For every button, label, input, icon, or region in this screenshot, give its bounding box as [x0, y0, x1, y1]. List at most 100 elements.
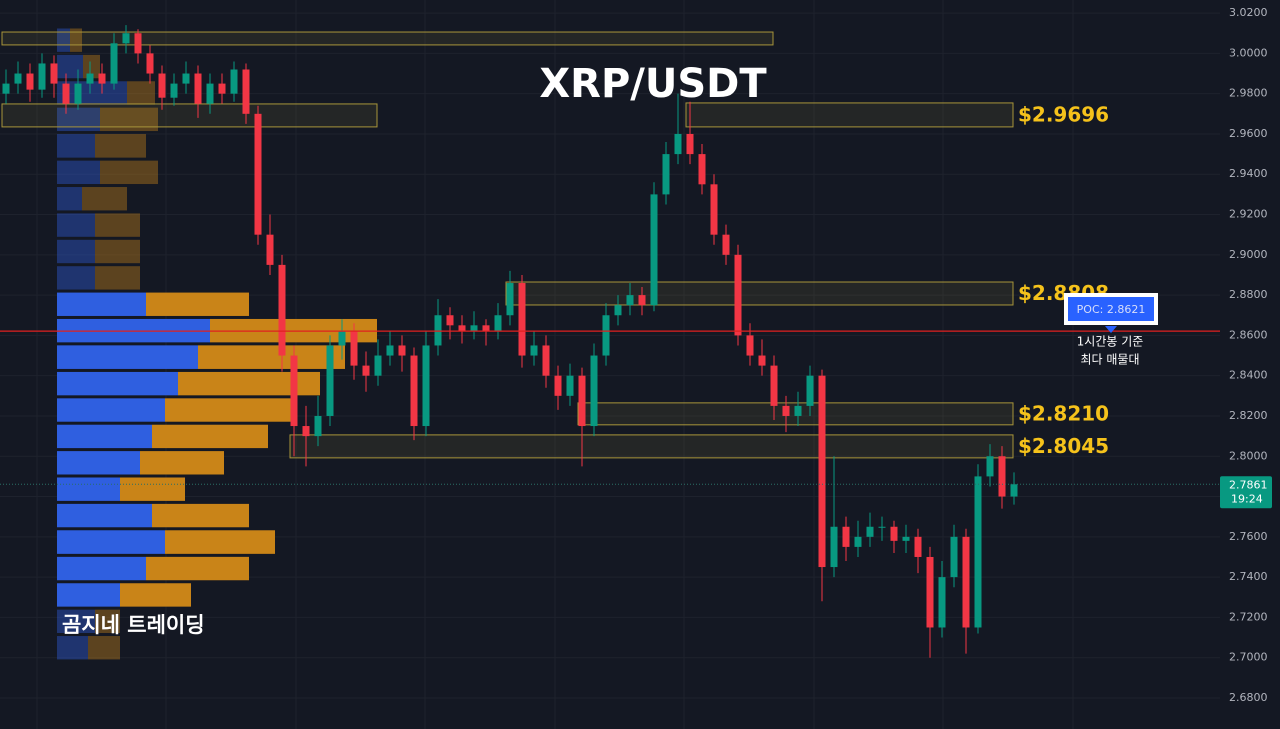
candle-body [578, 375, 586, 427]
profile-buy [57, 213, 95, 237]
last-price-tag [1220, 476, 1272, 509]
profile-buy [57, 424, 152, 449]
candle-body [542, 345, 550, 376]
candle-body [566, 375, 574, 396]
overlay: 2.68002.70002.72002.74002.76002.78002.80… [0, 6, 1272, 704]
candle-body [50, 63, 58, 84]
candle-body [710, 184, 718, 235]
profile-buy [57, 107, 100, 132]
candle-body [470, 325, 478, 332]
candle-body [518, 283, 526, 356]
profile-sell [127, 81, 155, 105]
zone [1, 103, 378, 128]
candle-body [386, 345, 394, 356]
candle-body [494, 315, 502, 332]
profile-sell [95, 609, 120, 634]
chart-title: XRP/USDT [539, 61, 767, 107]
candle-body [974, 476, 982, 628]
candle-body [722, 234, 730, 255]
candle-body [770, 365, 778, 406]
candle-body [458, 325, 466, 332]
candle-body [902, 536, 910, 541]
profile-sell [95, 266, 140, 290]
candle-body [302, 426, 310, 437]
countdown-label: 19:24 [1231, 492, 1263, 505]
candle-body [110, 43, 118, 84]
profile-buy [57, 54, 83, 79]
candle-body [914, 536, 922, 557]
profile-buy [57, 371, 178, 396]
candle-body [590, 355, 598, 427]
y-tick-label: 2.7000 [1229, 651, 1268, 664]
candle-body [530, 345, 538, 356]
profile-buy [57, 266, 95, 290]
candle-body [14, 73, 22, 84]
y-tick-label: 3.0200 [1229, 6, 1268, 19]
zone [289, 434, 1014, 459]
candle-body [98, 73, 106, 84]
candle-body [338, 331, 346, 346]
candle-body [326, 345, 334, 416]
candle-body [194, 73, 202, 104]
candle-body [434, 315, 442, 346]
grid [0, 12, 1220, 699]
candle-body [626, 295, 634, 306]
candle-body [794, 405, 802, 416]
poc-label: POC: 2.8621 [1077, 303, 1146, 316]
candle-body [2, 83, 10, 94]
zone [505, 281, 1014, 306]
candle-body [290, 355, 298, 427]
y-tick-label: 2.9200 [1229, 208, 1268, 221]
profile-sell [178, 371, 320, 396]
candle-body [854, 536, 862, 547]
candle-body [614, 305, 622, 316]
candle-body [638, 295, 646, 306]
candle-body [806, 375, 814, 406]
candle-body [62, 83, 70, 104]
candle-body [26, 73, 34, 90]
candle-body [866, 526, 874, 537]
candle-body [374, 355, 382, 376]
profile-sell [95, 213, 140, 237]
candle-body [230, 69, 238, 94]
profile-buy [57, 556, 146, 581]
profile-sell [146, 556, 249, 581]
y-tick-label: 2.7400 [1229, 570, 1268, 583]
profile-buy [57, 292, 146, 316]
candle-body [146, 53, 154, 74]
last-price-label: 2.7861 [1229, 478, 1268, 491]
profile-buy [57, 530, 165, 554]
candle-body [170, 83, 178, 98]
candle-body [446, 315, 454, 326]
y-tick-label: 2.7600 [1229, 530, 1268, 543]
profile-sell [100, 160, 158, 185]
candle-body [254, 113, 262, 235]
y-tick-label: 2.6800 [1229, 691, 1268, 704]
candle-body [74, 83, 82, 104]
profile-sell [83, 54, 100, 79]
profile-sell [70, 28, 82, 52]
candle-body [998, 456, 1006, 497]
candle-body [362, 365, 370, 376]
y-tick-label: 2.9000 [1229, 248, 1268, 261]
candle-body [242, 69, 250, 114]
candle-body [554, 375, 562, 396]
profile-sell [198, 345, 345, 369]
profile-buy [57, 583, 120, 607]
candle-body [158, 73, 166, 98]
candle-body [830, 526, 838, 568]
candle-body [686, 133, 694, 155]
candle-body [218, 83, 226, 94]
candle-body [182, 73, 190, 84]
candle-body [122, 33, 130, 44]
candle-body [758, 355, 766, 366]
candle-body [350, 331, 358, 366]
profile-buy [57, 503, 152, 528]
y-tick-label: 2.8800 [1229, 288, 1268, 301]
candle-body [878, 526, 886, 528]
candles [2, 25, 1018, 658]
candle-body [134, 33, 142, 54]
profile-buy [57, 134, 95, 158]
candle-body [938, 577, 946, 628]
profile-sell [95, 239, 140, 264]
